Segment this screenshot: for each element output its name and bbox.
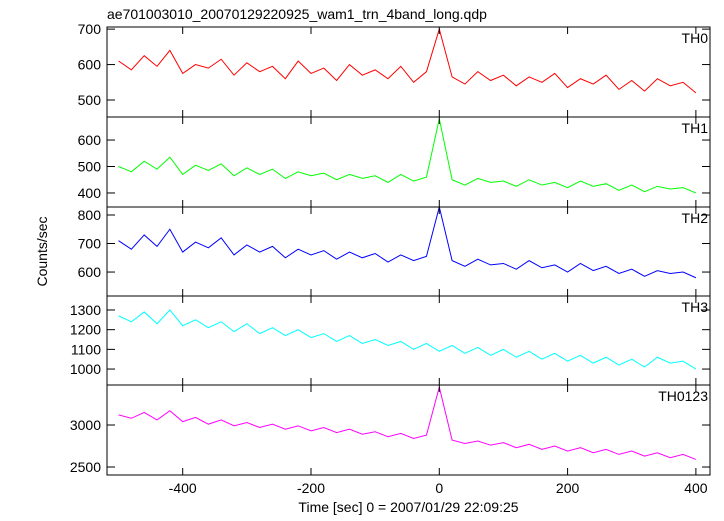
y-tick-label: 500: [78, 159, 102, 175]
panel-frame: [106, 384, 711, 476]
series-label: TH2: [682, 210, 709, 226]
y-tick-label: 600: [78, 264, 102, 280]
y-tick-label: 500: [78, 92, 102, 108]
data-line: [118, 387, 697, 460]
y-tick-label: 600: [78, 57, 102, 73]
x-tick-label: 400: [684, 480, 708, 496]
y-tick-label: 800: [78, 207, 102, 223]
y-tick-label: 1200: [70, 322, 101, 338]
panel-frame: [106, 116, 711, 208]
series-label: TH0123: [658, 388, 708, 404]
y-tick-label: 1000: [70, 361, 101, 377]
series-label: TH3: [682, 299, 709, 315]
y-axis-label: Counts/sec: [34, 216, 50, 286]
x-axis-label: Time [sec] 0 = 2007/01/29 22:09:25: [298, 499, 518, 515]
y-tick-label: 2500: [70, 459, 101, 475]
panel-frame: [106, 26, 711, 118]
series-label: TH0: [682, 30, 709, 46]
data-line: [118, 27, 697, 94]
series-label: TH1: [682, 120, 709, 136]
y-tick-label: 1300: [70, 302, 101, 318]
y-tick-label: 1100: [71, 341, 101, 357]
panel-frame: [106, 206, 711, 297]
y-tick-label: 700: [78, 236, 102, 252]
y-tick-label: 3000: [70, 417, 101, 433]
panel-frame: [106, 295, 711, 386]
data-line: [118, 309, 697, 370]
x-tick-label: 200: [556, 480, 580, 496]
y-tick-label: 600: [78, 132, 102, 148]
data-line: [118, 206, 697, 279]
y-tick-label: 700: [78, 21, 102, 37]
x-tick-label: 0: [435, 480, 443, 496]
x-tick-label: -400: [169, 480, 197, 496]
chart-title: ae701003010_20070129220925_wam1_trn_4ban…: [107, 6, 487, 22]
x-tick-label: -200: [297, 480, 325, 496]
y-tick-label: 400: [78, 185, 102, 201]
data-line: [118, 118, 697, 194]
